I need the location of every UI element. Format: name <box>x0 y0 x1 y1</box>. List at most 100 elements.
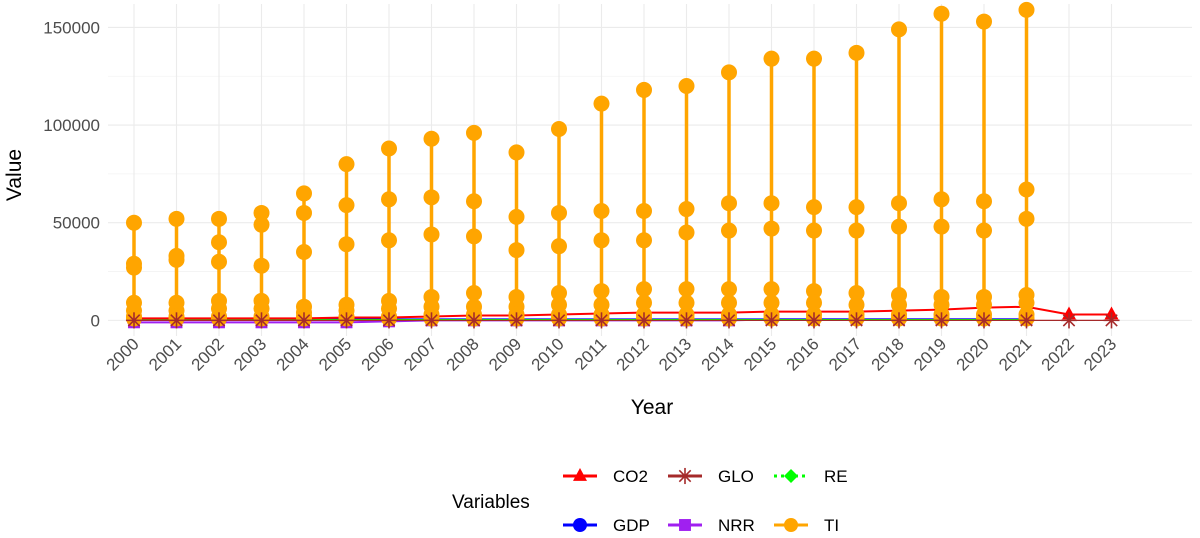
point-ti <box>593 203 610 220</box>
point-ti <box>806 50 822 67</box>
point-ti <box>933 5 950 22</box>
point-ti <box>253 257 270 274</box>
asterisk-stroke <box>510 314 523 327</box>
point-ti <box>381 191 397 208</box>
point-ti <box>1018 1 1035 18</box>
point-ti <box>678 224 695 241</box>
point-ti <box>721 64 737 81</box>
point-ti <box>423 130 440 147</box>
point-glo <box>210 312 228 329</box>
point-ti <box>211 210 227 227</box>
legend-label: RE <box>824 467 848 486</box>
asterisk-stroke <box>382 314 396 327</box>
legend-title: Variables <box>452 492 530 513</box>
legend-key-marker <box>679 519 691 531</box>
point-glo <box>1103 312 1120 329</box>
point-ti <box>891 21 907 38</box>
point-ti <box>636 281 652 298</box>
point-glo <box>380 312 398 329</box>
point-glo <box>125 312 143 329</box>
point-ti <box>338 197 355 214</box>
point-ti <box>593 283 610 300</box>
point-ti <box>721 195 737 212</box>
asterisk-stroke <box>297 314 311 327</box>
y-axis-title: Value <box>3 149 26 201</box>
point-ti <box>891 195 907 212</box>
point-glo <box>295 312 313 329</box>
asterisk-stroke <box>425 314 438 327</box>
asterisk-stroke <box>678 469 692 483</box>
point-glo <box>168 312 185 329</box>
legend-item-gdp: GDP <box>563 516 650 535</box>
asterisk-stroke <box>1105 314 1118 327</box>
asterisk-stroke <box>977 314 991 327</box>
point-ti <box>593 95 610 112</box>
legend-key-marker <box>676 467 694 485</box>
legend-key-marker <box>784 518 798 532</box>
point-ti <box>253 204 270 221</box>
point-ti <box>551 120 567 137</box>
legend: Variables CO2 GLO RE GDP NRR TI <box>452 467 848 535</box>
x-axis-title: Year <box>631 396 673 419</box>
legend-item-glo: GLO <box>668 467 754 486</box>
point-ti <box>253 216 270 233</box>
point-ti <box>933 191 950 208</box>
asterisk-stroke <box>1062 314 1076 327</box>
point-glo <box>848 312 865 329</box>
point-ti <box>466 228 482 245</box>
point-ti <box>296 244 312 261</box>
point-ti <box>1018 294 1035 311</box>
legend-key-marker <box>573 518 587 532</box>
y-tick-label: 150000 <box>43 18 100 37</box>
series-ti <box>126 1 1035 327</box>
point-ti <box>126 259 142 276</box>
point-ti <box>126 214 142 231</box>
point-ti <box>976 222 992 239</box>
point-ti <box>466 193 482 210</box>
point-ti <box>636 294 652 311</box>
asterisk-stroke <box>807 314 821 327</box>
point-ti <box>423 226 440 243</box>
asterisk-stroke <box>680 314 693 327</box>
asterisk-stroke <box>212 314 226 327</box>
y-tick-label: 0 <box>91 311 100 330</box>
point-glo <box>338 312 355 329</box>
point-ti <box>508 144 525 161</box>
asterisk-stroke <box>595 314 608 327</box>
point-ti <box>168 251 185 268</box>
point-glo <box>933 312 950 329</box>
point-glo <box>593 312 610 329</box>
legend-label: NRR <box>718 516 755 535</box>
point-ti <box>338 156 355 173</box>
legend-label: CO2 <box>613 467 648 486</box>
point-ti <box>551 238 567 255</box>
point-ti <box>636 81 652 98</box>
point-ti <box>678 294 695 311</box>
point-ti <box>678 281 695 298</box>
plot-area <box>125 1 1120 329</box>
asterisk-stroke <box>1020 314 1033 327</box>
point-ti <box>466 124 482 141</box>
point-glo <box>253 312 270 329</box>
point-ti <box>551 285 567 302</box>
y-tick-label: 50000 <box>53 214 100 233</box>
point-ti <box>763 294 780 311</box>
asterisk-stroke <box>127 314 141 327</box>
legend-label: GLO <box>718 467 754 486</box>
asterisk-stroke <box>850 314 863 327</box>
point-ti <box>296 204 312 221</box>
point-ti <box>678 78 695 95</box>
point-glo <box>508 312 525 329</box>
point-ti <box>466 285 482 302</box>
asterisk-stroke <box>552 314 566 327</box>
point-ti <box>296 185 312 202</box>
point-ti <box>168 210 185 227</box>
point-ti <box>891 218 907 235</box>
legend-key-marker <box>573 467 587 481</box>
asterisk-stroke <box>340 314 353 327</box>
series-glo <box>125 312 1120 329</box>
point-ti <box>763 195 780 212</box>
point-glo <box>763 312 780 329</box>
point-ti <box>763 281 780 298</box>
